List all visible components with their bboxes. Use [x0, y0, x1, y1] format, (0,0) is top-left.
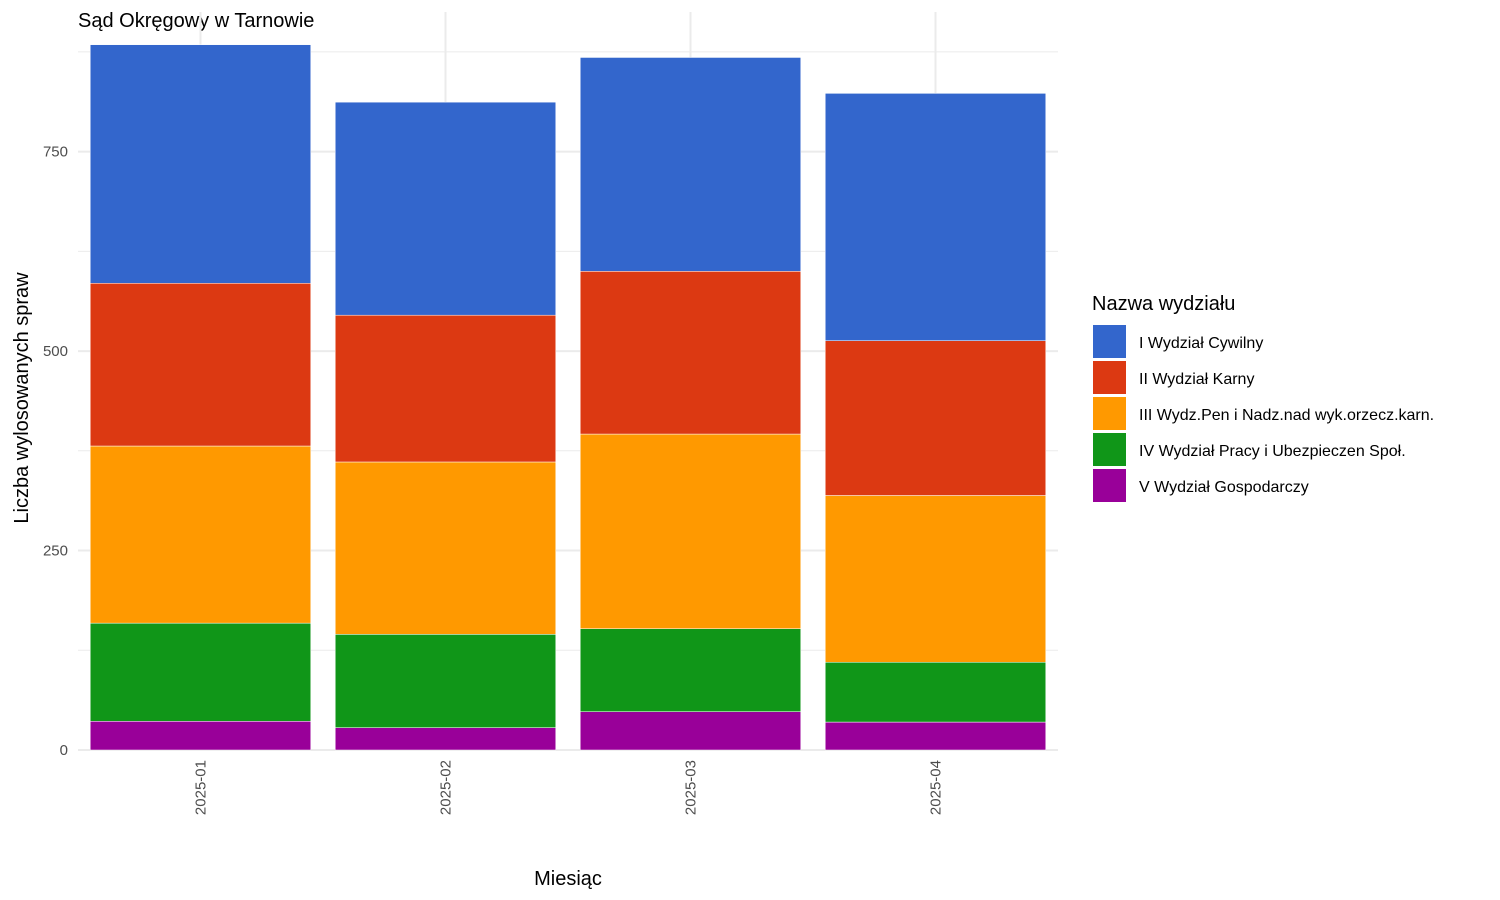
- bar-segment: [580, 271, 801, 435]
- x-tick-label: 2025-03: [683, 760, 700, 815]
- bar-segment: [825, 661, 1046, 723]
- bar-segment: [580, 57, 801, 272]
- legend-label: IV Wydział Pracy i Ubezpieczen Społ.: [1139, 443, 1406, 460]
- legend-swatch: [1093, 361, 1126, 394]
- legend-swatch: [1093, 433, 1126, 466]
- x-axis-title: Miesiąc: [534, 868, 602, 890]
- legend-label: III Wydz.Pen i Nadz.nad wyk.orzecz.karn.: [1139, 407, 1434, 424]
- x-tick-label: 2025-01: [193, 760, 210, 815]
- bar-segment: [90, 283, 311, 447]
- y-tick-label: 0: [60, 742, 68, 759]
- bar-segment: [825, 340, 1046, 496]
- bar-segment: [825, 495, 1046, 663]
- bar-segment: [580, 711, 801, 751]
- bar-segment: [580, 628, 801, 712]
- bar-segment: [335, 101, 556, 316]
- legend-label: V Wydział Gospodarczy: [1139, 479, 1309, 496]
- bar-segment: [90, 44, 311, 284]
- bar-segment: [825, 721, 1046, 751]
- bar-segment: [90, 622, 311, 722]
- bar-segment: [90, 721, 311, 751]
- bars: [90, 44, 1046, 751]
- bar-segment: [335, 727, 556, 751]
- x-axis-ticks: 2025-01 2025-02 2025-03 2025-04: [193, 760, 945, 815]
- legend-swatch: [1093, 469, 1126, 502]
- bar-segment: [335, 314, 556, 463]
- legend-title: Nazwa wydziału: [1092, 293, 1235, 315]
- y-tick-label: 750: [43, 144, 68, 161]
- y-tick-label: 250: [43, 543, 68, 560]
- bar-segment: [580, 433, 801, 629]
- legend-label: II Wydział Karny: [1139, 371, 1254, 388]
- bar-segment: [90, 445, 311, 624]
- bar-segment: [335, 461, 556, 635]
- chart-title: Sąd Okręgowy w Tarnowie: [78, 10, 314, 32]
- legend-swatch: [1093, 397, 1126, 430]
- legend-swatch: [1093, 325, 1126, 358]
- x-tick-label: 2025-02: [438, 760, 455, 815]
- bar-segment: [825, 93, 1046, 341]
- legend-label: I Wydział Cywilny: [1139, 335, 1263, 352]
- bar-segment: [335, 634, 556, 728]
- y-tick-label: 500: [43, 343, 68, 360]
- y-axis-ticks: 0 250 500 750: [43, 144, 68, 759]
- legend: Nazwa wydziału I Wydział Cywilny II Wydzi…: [1092, 293, 1434, 502]
- x-tick-label: 2025-04: [928, 760, 945, 815]
- y-axis-title: Liczba wylosowanych spraw: [11, 272, 33, 524]
